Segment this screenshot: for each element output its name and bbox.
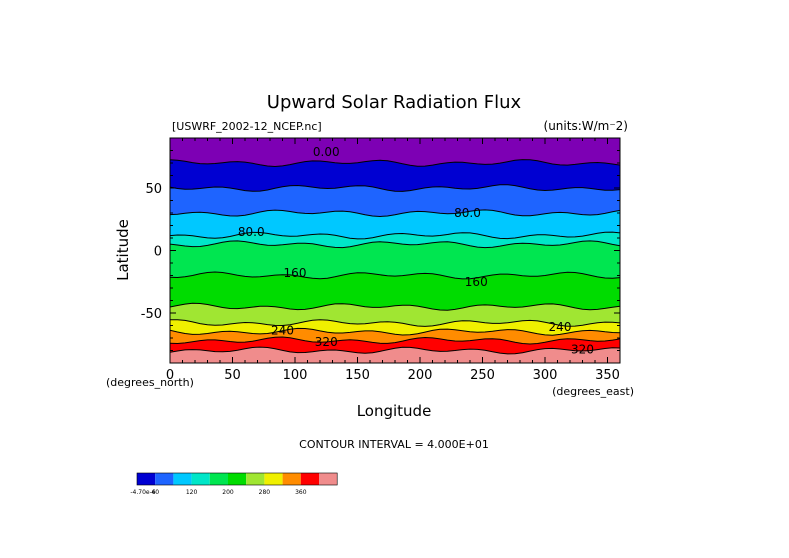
colorbar-swatch <box>173 473 192 485</box>
colorbar-label: 120 <box>186 489 198 496</box>
contour-label: 0.00 <box>313 145 340 159</box>
x-tick-label: 200 <box>408 368 433 383</box>
colorbar-label: 360 <box>295 489 307 496</box>
contour-label: 80.0 <box>238 225 265 239</box>
chart-title: Upward Solar Radiation Flux <box>267 92 522 113</box>
y-tick-label: 0 <box>154 245 162 260</box>
y-tick-label: -50 <box>141 307 162 322</box>
colorbar-label: 200 <box>222 489 234 496</box>
contour-label: 160 <box>465 275 488 289</box>
dataset-label: [USWRF_2002-12_NCEP.nc] <box>172 120 322 133</box>
y-tick-label: 50 <box>145 182 162 197</box>
contour-label: 80.0 <box>454 206 481 220</box>
x-tick-label: 350 <box>595 368 620 383</box>
x-tick-label: 150 <box>345 368 370 383</box>
x-tick-label: 50 <box>224 368 241 383</box>
x-tick-label: 250 <box>470 368 495 383</box>
contour-line <box>169 240 621 249</box>
colorbar-swatch <box>246 473 265 485</box>
colorbar-swatch <box>319 473 338 485</box>
contour-label: 160 <box>284 266 307 280</box>
x-tick-label: 100 <box>283 368 308 383</box>
colorbar-swatch <box>209 473 228 485</box>
contour-label: 240 <box>271 324 294 338</box>
contour-line <box>169 159 621 168</box>
contour-lines <box>169 159 621 355</box>
contour-line <box>169 336 621 345</box>
x-tick-label: 0 <box>166 368 174 383</box>
colorbar-label: 280 <box>259 489 271 496</box>
colorbar-swatch <box>300 473 319 485</box>
colorbar-swatch <box>155 473 174 485</box>
colorbar: -4.70e-640 120 200 280 360 <box>130 472 338 496</box>
contour-line <box>169 184 621 192</box>
contour-line <box>169 327 621 336</box>
contour-line <box>169 231 621 240</box>
contour-label: 240 <box>549 320 572 334</box>
contour-line <box>169 346 621 355</box>
contour-label: 320 <box>571 342 594 356</box>
contour-label: 320 <box>315 335 338 349</box>
x-tick-label: 300 <box>533 368 558 383</box>
contour-interval-text: CONTOUR INTERVAL = 4.000E+01 <box>299 438 489 451</box>
contour-line <box>169 271 621 280</box>
y-axis-label: Latitude <box>114 219 132 281</box>
colorbar-swatch <box>264 473 283 485</box>
colorbar-swatch <box>228 473 247 485</box>
colorbar-label: -4.70e-6 <box>130 489 155 496</box>
x-axis-label: Longitude <box>357 402 432 420</box>
colorbar-label: 40 <box>151 489 159 496</box>
y-unit-label: (degrees_north) <box>106 376 194 389</box>
colorbar-frame <box>136 472 338 486</box>
colorbar-swatch <box>191 473 210 485</box>
y-axis: -50 0 50 <box>141 137 620 364</box>
x-unit-label: (degrees_east) <box>552 385 634 398</box>
contour-line <box>169 319 621 327</box>
contour-line <box>169 302 621 311</box>
colorbar-swatch <box>282 473 301 485</box>
color-band <box>170 347 620 363</box>
units-label: (units:W/m⁻2) <box>544 119 628 133</box>
colorbar-swatch <box>137 473 156 485</box>
contour-line <box>169 209 621 218</box>
contour-label-group: 0.00 80.0 80.0 160 160 240 240 320 320 <box>238 145 594 357</box>
